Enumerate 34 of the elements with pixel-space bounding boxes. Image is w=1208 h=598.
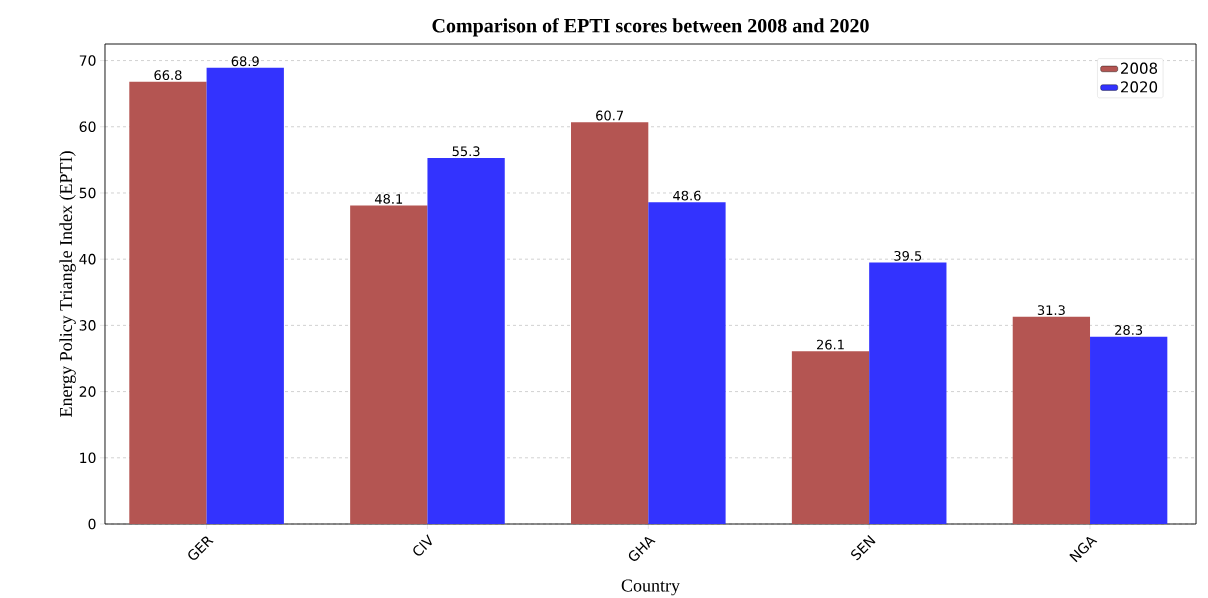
bar: [571, 122, 649, 524]
bar: [869, 262, 947, 524]
data-label: 31.3: [1037, 305, 1065, 316]
x-axis-title: Country: [621, 579, 680, 596]
y-tick-label: 70: [79, 55, 96, 66]
bar: [1012, 316, 1091, 524]
legend-label: 2020: [1121, 81, 1158, 93]
bar: [129, 81, 207, 524]
y-tick-label: 30: [79, 320, 96, 331]
y-tick-label: 60: [79, 121, 96, 133]
bar: [350, 205, 428, 524]
data-label: 39.5: [894, 250, 922, 261]
y-tick-label: 50: [79, 187, 96, 199]
y-tick-label: 10: [80, 452, 96, 464]
data-label: 68.9: [231, 56, 259, 67]
bar: [1090, 336, 1168, 524]
data-label: 60.7: [596, 110, 624, 121]
data-label: 48.6: [673, 190, 701, 201]
bar: [206, 67, 284, 524]
y-tick-label: 20: [79, 386, 96, 397]
chart-title: Comparison of EPTI scores between 2008 and 2020: [432, 18, 869, 37]
x-tick-label: CIV: [413, 534, 432, 556]
bar: [427, 157, 505, 524]
data-label: 48.1: [374, 194, 403, 204]
data-label: 55.3: [452, 146, 480, 157]
data-label: 66.8: [154, 70, 182, 81]
bar: [648, 202, 726, 524]
data-label: 28.3: [1115, 325, 1143, 335]
legend-label: 2008: [1121, 62, 1158, 74]
data-label: 26.1: [817, 339, 844, 350]
y-tick-label: 0: [88, 518, 96, 530]
y-tick-label: 40: [79, 253, 96, 265]
y-axis-title: Energy Policy Triangle Index (EPTI): [59, 151, 76, 417]
bar: [791, 351, 870, 524]
